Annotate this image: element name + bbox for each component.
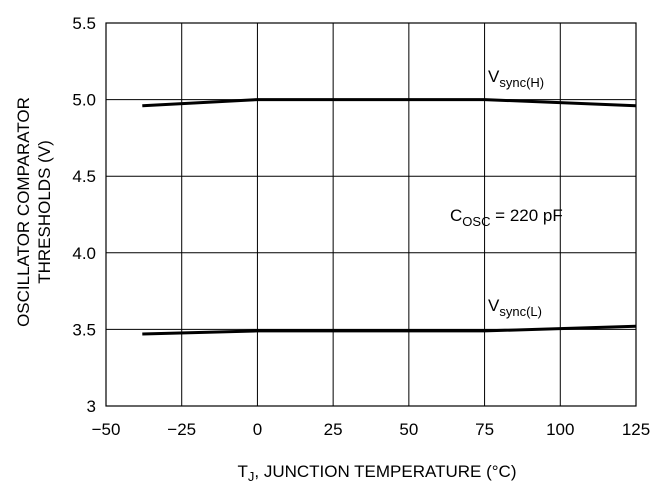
y-tick-label: 3 xyxy=(87,397,96,416)
series-label-vsync-l-sub: sync(L) xyxy=(499,304,542,319)
y-tick-label: 4.5 xyxy=(72,167,96,186)
x-axis-title-rest: , JUNCTION TEMPERATURE (°C) xyxy=(254,462,516,481)
x-tick-label: −25 xyxy=(167,420,196,439)
x-tick-label: 100 xyxy=(546,420,574,439)
plot-frame xyxy=(105,22,637,407)
x-tick-label: 50 xyxy=(399,420,418,439)
x-tick-label: 0 xyxy=(253,420,262,439)
series-line-vsync-h xyxy=(142,98,637,108)
series-label-vsync-h-sub: sync(H) xyxy=(499,75,544,90)
x-tick-label: 25 xyxy=(324,420,343,439)
y-tick-label: 5.5 xyxy=(72,14,96,33)
x-axis-title-main: T xyxy=(237,462,247,481)
series-label-vsync-h-main: V xyxy=(488,67,500,86)
x-tick-label: 75 xyxy=(475,420,494,439)
x-axis-title-sub: J xyxy=(248,469,255,484)
x-axis-title: TJ, JUNCTION TEMPERATURE (°C) xyxy=(237,462,516,484)
cosc-annotation-sub: OSC xyxy=(462,214,490,229)
x-tick-label: 125 xyxy=(622,420,650,439)
series-layer xyxy=(142,98,637,336)
x-tick-label: −50 xyxy=(92,420,121,439)
cosc-annotation-main: C xyxy=(450,206,462,225)
cosc-annotation: COSC = 220 pF xyxy=(450,206,563,229)
y-tick-label: 3.5 xyxy=(72,320,96,339)
series-line-vsync-l xyxy=(142,324,637,336)
y-tick-label: 4.0 xyxy=(72,244,96,263)
y-axis-title-line2: THRESHOLDS (V) xyxy=(35,140,54,284)
cosc-annotation-rest: = 220 pF xyxy=(490,206,562,225)
tick-labels: −50 −25 0 25 50 75 100 125 3 3.5 4.0 4.5 5.0 5.5 xyxy=(72,14,650,439)
y-axis-title-line1: OSCILLATOR COMPARATOR xyxy=(14,97,33,327)
series-label-vsync-l-main: V xyxy=(488,296,500,315)
series-label-vsync-l: Vsync(L) xyxy=(488,296,542,319)
series-label-vsync-h: Vsync(H) xyxy=(488,67,544,90)
y-tick-label: 5.0 xyxy=(72,91,96,110)
